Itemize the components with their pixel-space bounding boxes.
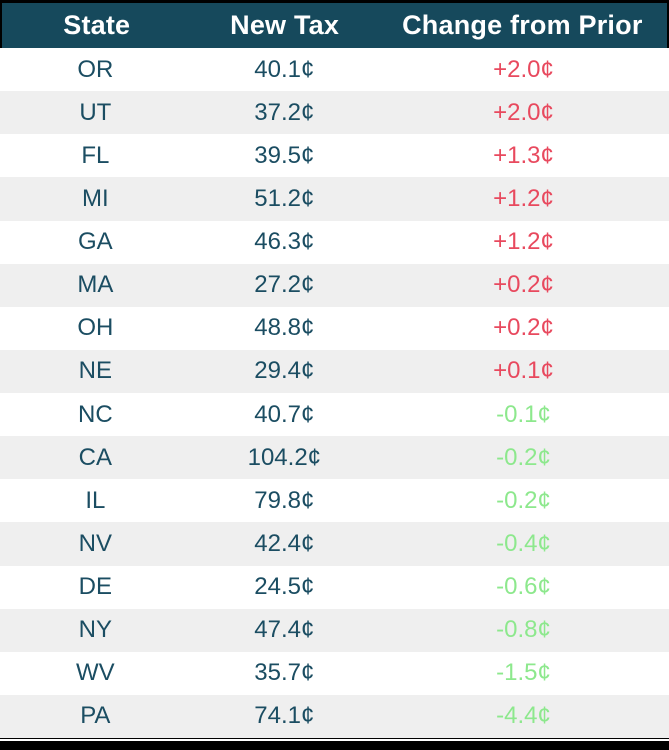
state-cell: DE <box>78 573 112 601</box>
new-tax-cell: 40.7¢ <box>254 400 315 428</box>
change-cell: -0.6¢ <box>496 573 551 601</box>
table-row: IL 79.8¢ -0.2¢ <box>0 479 669 523</box>
table-row: WV 35.7¢ -1.5¢ <box>0 651 669 695</box>
new-tax-cell: 74.1¢ <box>254 702 315 730</box>
new-tax-cell: 47.4¢ <box>254 616 315 644</box>
column-header-new-tax: New Tax <box>230 10 340 40</box>
table-row: FL 39.5¢ +1.3¢ <box>0 134 669 178</box>
table-body: OR 40.1¢ +2.0¢ UT 37.2¢ +2.0¢ FL 39.5¢ +1.3¢ MI 51… <box>0 48 669 738</box>
state-cell: NY <box>78 616 112 644</box>
table-row: PA 74.1¢ -4.4¢ <box>0 694 669 738</box>
change-cell: -1.5¢ <box>496 659 551 687</box>
state-cell: FL <box>81 141 110 169</box>
new-tax-cell: 37.2¢ <box>254 98 315 126</box>
table-header-row: State New Tax Change from Prior <box>0 0 669 48</box>
change-cell: +0.2¢ <box>493 271 554 299</box>
change-cell: -0.2¢ <box>496 443 551 471</box>
new-tax-cell: 39.5¢ <box>254 141 315 169</box>
footer-rule <box>0 738 669 739</box>
change-cell: +1.3¢ <box>493 141 554 169</box>
state-cell: IL <box>85 486 106 514</box>
change-cell: +1.2¢ <box>493 184 554 212</box>
footer-bar <box>0 741 669 750</box>
table-row: OR 40.1¢ +2.0¢ <box>0 48 669 92</box>
state-cell: NE <box>78 357 112 385</box>
new-tax-cell: 27.2¢ <box>254 271 315 299</box>
change-cell: -0.1¢ <box>496 400 551 428</box>
state-cell: CA <box>78 443 112 471</box>
new-tax-cell: 48.8¢ <box>254 314 315 342</box>
column-header-state: State <box>63 10 131 40</box>
table-row: MI 51.2¢ +1.2¢ <box>0 177 669 221</box>
state-cell: OR <box>77 55 114 83</box>
table-row: MA 27.2¢ +0.2¢ <box>0 263 669 307</box>
new-tax-cell: 104.2¢ <box>247 443 322 471</box>
state-cell: WV <box>75 659 115 687</box>
state-cell: NV <box>78 529 112 557</box>
state-cell: PA <box>80 702 111 730</box>
table-row: OH 48.8¢ +0.2¢ <box>0 306 669 350</box>
change-cell: +0.2¢ <box>493 314 554 342</box>
new-tax-cell: 29.4¢ <box>254 357 315 385</box>
table-row: NV 42.4¢ -0.4¢ <box>0 522 669 566</box>
state-cell: UT <box>79 98 112 126</box>
change-cell: -0.4¢ <box>496 529 551 557</box>
table-row: DE 24.5¢ -0.6¢ <box>0 565 669 609</box>
table-row: CA 104.2¢ -0.2¢ <box>0 436 669 480</box>
change-cell: +2.0¢ <box>493 98 554 126</box>
change-cell: -4.4¢ <box>496 702 551 730</box>
change-cell: -0.2¢ <box>496 486 551 514</box>
state-cell: GA <box>77 228 113 256</box>
state-cell: OH <box>77 314 114 342</box>
new-tax-cell: 24.5¢ <box>254 573 315 601</box>
change-cell: +1.2¢ <box>493 228 554 256</box>
new-tax-cell: 35.7¢ <box>254 659 315 687</box>
new-tax-cell: 51.2¢ <box>254 184 315 212</box>
state-cell: MI <box>81 184 109 212</box>
new-tax-cell: 42.4¢ <box>254 529 315 557</box>
table-row: NE 29.4¢ +0.1¢ <box>0 349 669 393</box>
state-cell: MA <box>77 271 114 299</box>
new-tax-cell: 46.3¢ <box>254 228 315 256</box>
footer-gap <box>0 739 669 741</box>
table-row: UT 37.2¢ +2.0¢ <box>0 91 669 135</box>
change-cell: +2.0¢ <box>493 55 554 83</box>
state-cell: NC <box>77 400 113 428</box>
change-cell: -0.8¢ <box>496 616 551 644</box>
new-tax-cell: 40.1¢ <box>254 55 315 83</box>
table-row: NC 40.7¢ -0.1¢ <box>0 393 669 437</box>
column-header-change-from-prior: Change from Prior <box>402 10 643 40</box>
new-tax-cell: 79.8¢ <box>254 486 315 514</box>
table-row: NY 47.4¢ -0.8¢ <box>0 608 669 652</box>
change-cell: +0.1¢ <box>493 357 554 385</box>
table-row: GA 46.3¢ +1.2¢ <box>0 220 669 264</box>
